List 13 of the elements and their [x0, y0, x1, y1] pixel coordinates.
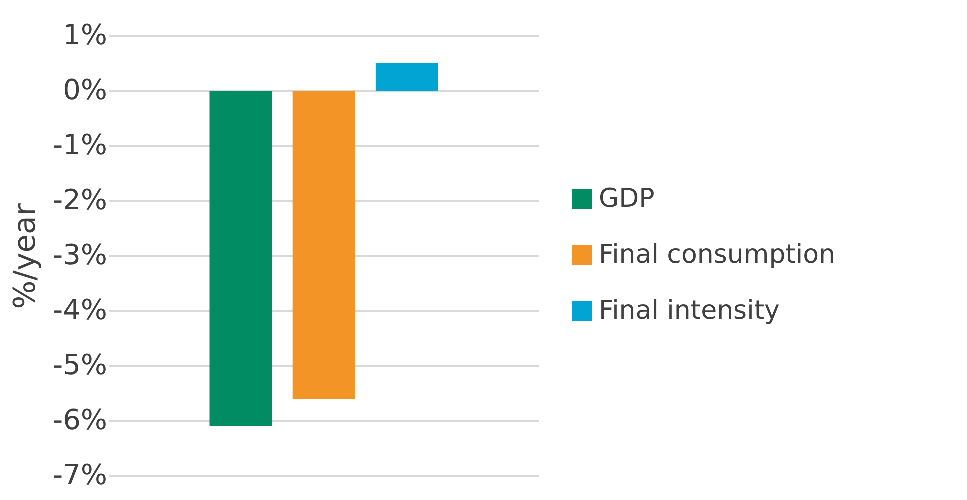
y-tick-label: -7%: [52, 458, 108, 492]
y-tick-label: -4%: [52, 294, 108, 326]
legend-label: Final consumption: [599, 240, 836, 270]
legend-label: GDP: [599, 184, 655, 214]
y-tick-label: -3%: [52, 238, 108, 272]
y-axis-title: %/year: [8, 203, 43, 310]
y-tick-label: 1%: [63, 18, 108, 52]
y-tick-label: -1%: [52, 128, 108, 162]
y-tick-label: 0%: [63, 74, 108, 106]
y-tick-label: -5%: [52, 348, 108, 382]
y-tick-label: -6%: [52, 404, 108, 436]
y-tick-label: -2%: [52, 184, 108, 216]
legend-label: Final intensity: [599, 296, 780, 326]
